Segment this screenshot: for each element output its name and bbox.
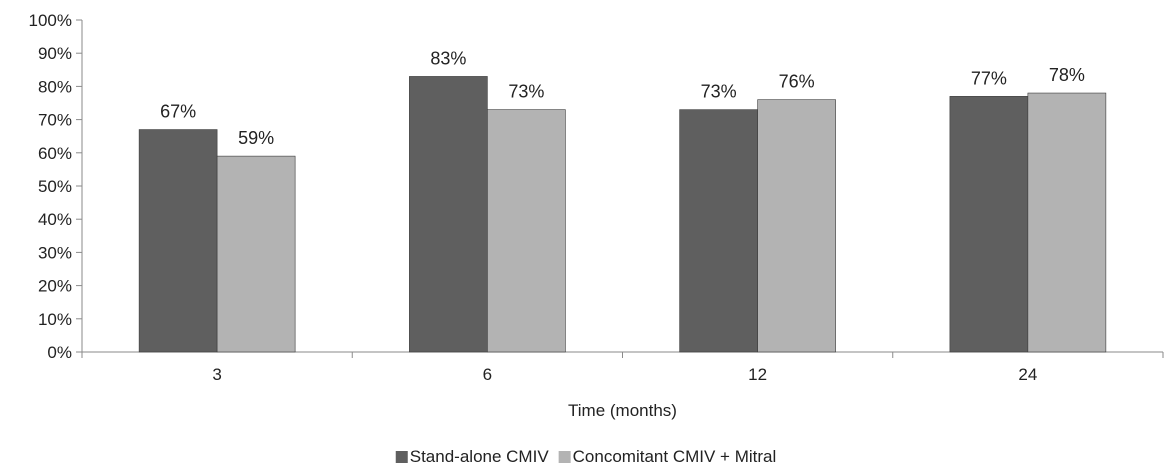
legend-label: Stand-alone CMIV [410,447,550,466]
data-label: 76% [779,72,815,92]
y-tick-label: 90% [38,44,72,63]
bar-series-1-cat-3 [1027,92,1107,353]
legend-item: Stand-alone CMIV [395,447,550,466]
bars [138,76,1107,353]
legend-label: Concomitant CMIV + Mitral [573,447,777,466]
legend: Stand-alone CMIV Concomitant CMIV + Mitra… [395,447,777,466]
bar-series-1-cat-1 [487,109,566,353]
y-axis: 0% 10% 20% 30% 40% 50% 60% 70% 80% 90% 100% [29,11,83,362]
bar-series-0-cat-2 [679,109,758,353]
x-axis-title: Time (months) [568,401,677,420]
bar-series-0-cat-0 [138,129,218,353]
x-tick-label: 24 [1018,365,1037,384]
x-tick-label: 12 [748,365,767,384]
y-tick-label: 10% [38,310,72,329]
legend-swatch [395,451,408,463]
y-tick-label: 40% [38,210,72,229]
y-tick-label: 30% [38,243,72,262]
data-label: 83% [430,48,466,68]
y-tick-label: 20% [38,277,72,296]
bar-series-1-cat-2 [757,99,836,353]
y-tick-label: 80% [38,77,72,96]
legend-item: Concomitant CMIV + Mitral [558,447,777,466]
y-tick-label: 100% [29,11,72,30]
y-tick-label: 50% [38,177,72,196]
data-label: 77% [971,68,1007,88]
data-label: 67% [160,102,196,122]
bar-series-0-cat-1 [409,76,488,353]
legend-swatch [558,451,571,463]
data-label: 73% [701,82,737,102]
data-label: 59% [238,128,274,148]
y-tick-label: 60% [38,144,72,163]
y-tick-label: 0% [47,343,72,362]
data-label: 78% [1049,65,1085,85]
y-tick-label: 70% [38,111,72,130]
data-label: 73% [508,82,544,102]
x-tick-label: 3 [212,365,221,384]
x-tick-label: 6 [483,365,492,384]
bar-series-1-cat-0 [216,155,296,353]
data-labels: 67% 59% 83% 73% 73% 76% 77% 78% [160,48,1085,148]
x-axis: 3 6 12 24 [81,351,1164,384]
bar-series-0-cat-3 [949,96,1029,353]
